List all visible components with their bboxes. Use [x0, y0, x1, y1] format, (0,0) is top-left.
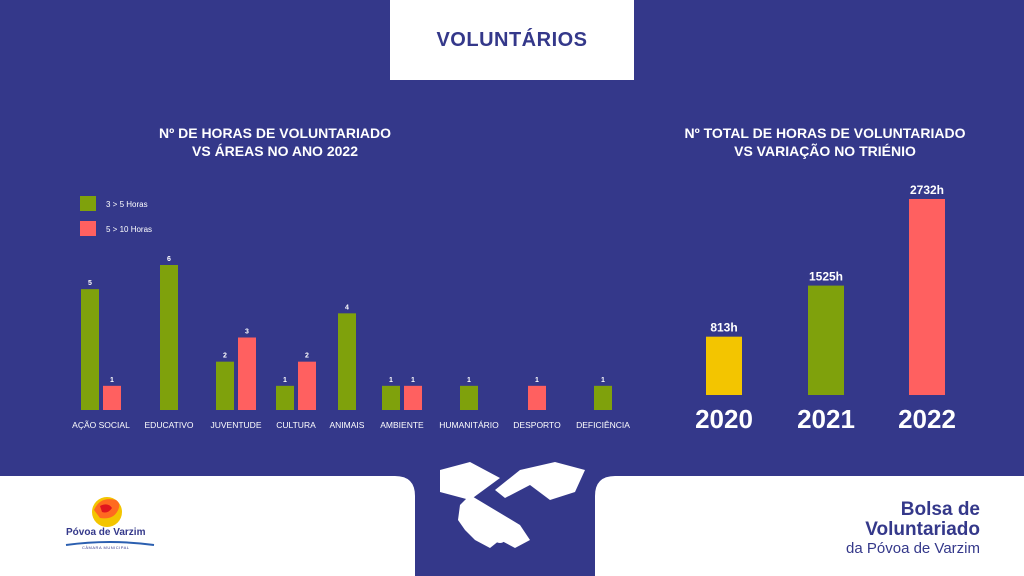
total-data-label: 2732h [910, 183, 944, 197]
total-bar-2021 [808, 285, 844, 395]
footer-curve-right [790, 505, 1024, 576]
area-chart-title: Nº DE HORAS DE VOLUNTARIADO VS ÁREAS NO … [120, 124, 430, 160]
total-chart-title: Nº TOTAL DE HORAS DE VOLUNTARIADO VS VAR… [660, 124, 990, 160]
bar-green [382, 385, 400, 410]
category-label: EDUCATIVO [145, 420, 194, 430]
bar-green [81, 289, 99, 410]
legend-label-5-10: 5 > 10 Horas [106, 225, 153, 234]
data-label-red: 3 [245, 329, 249, 336]
bar-green [460, 385, 478, 410]
legend-swatch-green [80, 196, 96, 211]
page-title-box: VOLUNTÁRIOS [390, 0, 634, 80]
brand-line-1: Bolsa de [900, 499, 980, 520]
year-label: 2022 [898, 404, 956, 434]
bar-red [238, 337, 256, 410]
bar-green [276, 385, 294, 410]
logo-subtitle: CÂMARA MUNICIPAL [82, 545, 130, 550]
category-label: CULTURA [276, 420, 316, 430]
bar-green [216, 361, 234, 410]
data-label-red: 1 [535, 377, 539, 384]
data-label-red: 1 [411, 377, 415, 384]
brand-line-2: Voluntariado [865, 519, 980, 540]
data-label-red: 2 [305, 353, 309, 360]
total-bar-2022 [909, 199, 945, 395]
area-chart-title-line-2: VS ÁREAS NO ANO 2022 [192, 143, 358, 159]
category-label: AÇÃO SOCIAL [72, 420, 130, 430]
data-label-green: 6 [167, 256, 171, 263]
bar-green [338, 313, 356, 410]
page-title: VOLUNTÁRIOS [436, 28, 588, 51]
total-data-label: 1525h [809, 270, 843, 284]
category-label: DEFICIÊNCIA [576, 420, 630, 430]
data-label-green: 5 [88, 280, 92, 287]
bar-red [103, 385, 121, 410]
category-label: HUMANITÁRIO [439, 420, 499, 430]
logo-name: Póvoa de Varzim [66, 527, 146, 538]
footer-brand: Bolsa de Voluntariado da Póvoa de Varzim [846, 499, 980, 558]
data-label-red: 1 [110, 377, 114, 384]
year-label: 2020 [695, 404, 753, 434]
povoa-logo [65, 497, 155, 546]
category-label: AMBIENTE [380, 420, 424, 430]
data-label-green: 2 [223, 353, 227, 360]
area-chart-title-line-1: Nº DE HORAS DE VOLUNTARIADO [159, 125, 391, 141]
category-label: DESPORTO [513, 420, 561, 430]
bar-green [594, 385, 612, 410]
category-label: ANIMAIS [330, 420, 365, 430]
bar-red [404, 385, 422, 410]
total-chart-title-line-1: Nº TOTAL DE HORAS DE VOLUNTARIADO [684, 125, 966, 141]
data-label-green: 4 [345, 304, 349, 311]
category-label: JUVENTUDE [210, 420, 261, 430]
data-label-green: 1 [389, 377, 393, 384]
legend-label-3-5: 3 > 5 Horas [106, 200, 148, 209]
bar-red [298, 361, 316, 410]
handshake-icon [440, 462, 585, 548]
brand-line-3: da Póvoa de Varzim [846, 540, 980, 557]
footer-curve-left [0, 515, 232, 576]
year-label: 2021 [797, 404, 855, 434]
data-label-green: 1 [467, 377, 471, 384]
total-data-label: 813h [710, 321, 737, 335]
legend-swatch-red [80, 221, 96, 236]
total-chart-title-line-2: VS VARIAÇÃO NO TRIÉNIO [734, 143, 916, 159]
data-label-green: 1 [283, 377, 287, 384]
data-label-green: 1 [601, 377, 605, 384]
total-bar-2020 [706, 336, 742, 395]
bar-green [160, 265, 178, 410]
bar-red [528, 385, 546, 410]
